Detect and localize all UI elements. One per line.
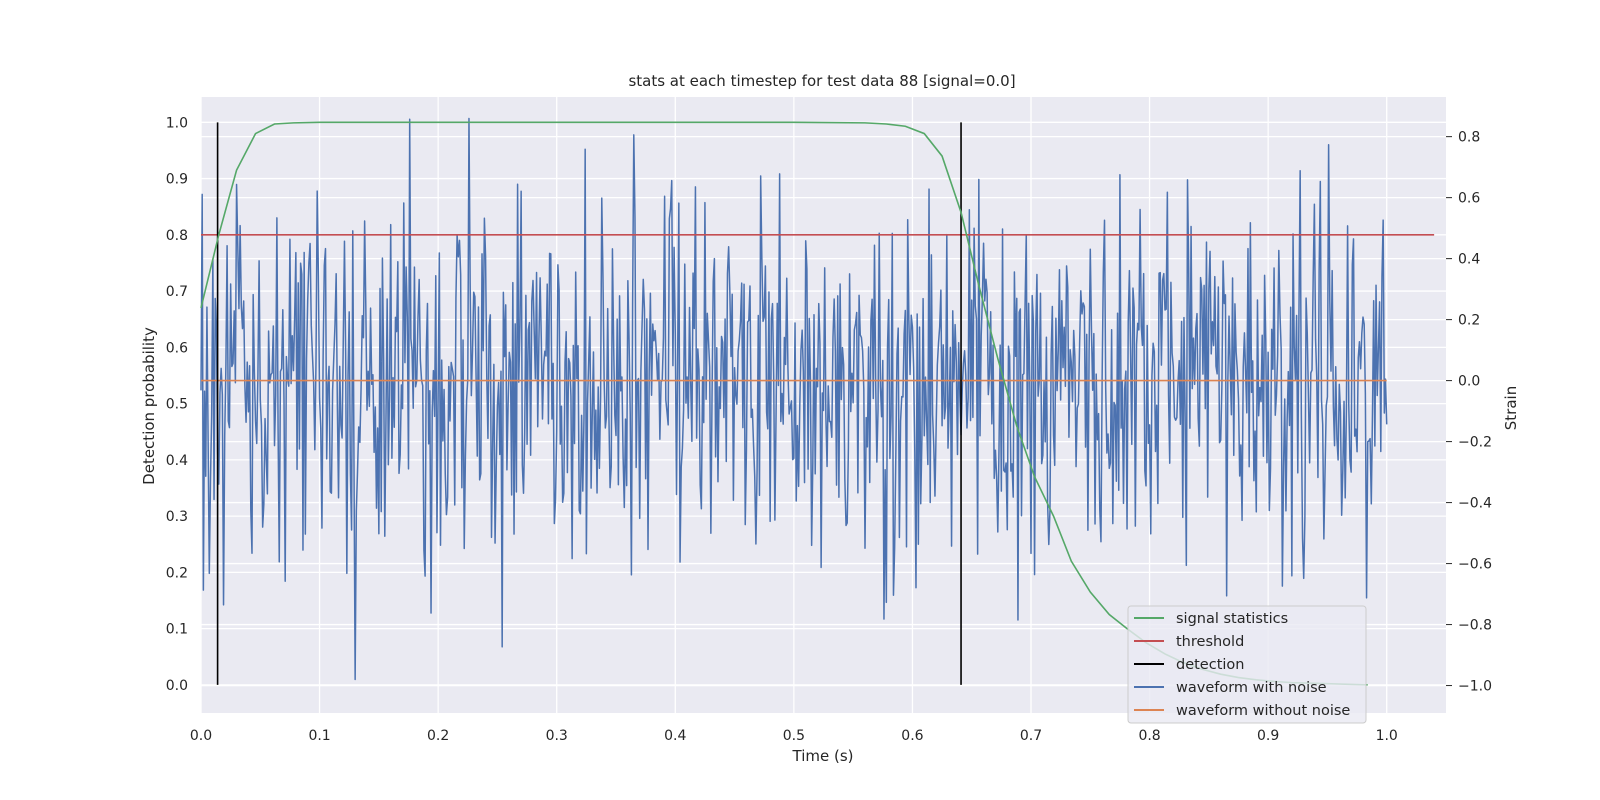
x-tick-label: 0.1: [308, 728, 330, 744]
x-tick-label: 0.6: [901, 728, 923, 744]
legend-label-waveform-without-noise: waveform without noise: [1176, 703, 1350, 719]
y2-tick-label: −0.4: [1458, 496, 1492, 512]
x-tick-label: 0.7: [1020, 728, 1042, 744]
x-tick-label: 0.4: [664, 728, 686, 744]
y2-tick-label: −1.0: [1458, 679, 1492, 695]
chart-title: stats at each timestep for test data 88 …: [628, 72, 1015, 90]
y-tick-label: 1.0: [166, 115, 188, 131]
legend-item-threshold: threshold: [1134, 634, 1244, 650]
y2-tick-label: 0.8: [1458, 130, 1480, 146]
y2-tick-label: 0.2: [1458, 313, 1480, 329]
x-tick-label: 0.9: [1257, 728, 1279, 744]
y-tick-label: 0.8: [166, 228, 188, 244]
y-tick-labels: 0.0 0.1 0.2 0.3 0.4 0.5 0.6 0.7 0.8 0.9 1.0: [166, 115, 188, 694]
y2-tick-label: −0.6: [1458, 557, 1492, 573]
y2-tick-label: 0.4: [1458, 252, 1480, 268]
x-tick-label: 0.2: [427, 728, 449, 744]
legend-label-signal-statistics: signal statistics: [1176, 611, 1288, 627]
y-tick-label: 0.7: [166, 284, 188, 300]
y2-tick-labels: −1.0 −0.8 −0.6 −0.4 −0.2 0.0 0.2 0.4 0.6 0.8: [1446, 130, 1492, 695]
y-tick-label: 0.1: [166, 622, 188, 638]
legend-item-waveform-without-noise: waveform without noise: [1134, 703, 1350, 719]
y2-tick-label: −0.2: [1458, 435, 1492, 451]
y-tick-label: 0.2: [166, 565, 188, 581]
y-axis-label: Detection probability: [140, 327, 158, 485]
y2-axis-label: Strain: [1502, 386, 1520, 430]
legend-label-detection: detection: [1176, 657, 1244, 673]
legend: signal statistics threshold detection wa…: [1127, 605, 1367, 724]
y-tick-label: 0.6: [166, 340, 188, 356]
y-tick-label: 0.9: [166, 172, 188, 188]
x-tick-label: 0.0: [190, 728, 212, 744]
x-tick-labels: 0.0 0.1 0.2 0.3 0.4 0.5 0.6 0.7 0.8 0.9 1.0: [190, 728, 1398, 744]
x-tick-label: 0.3: [546, 728, 568, 744]
series-layer: [200, 117, 1435, 686]
y2-tick-label: −0.8: [1458, 618, 1492, 634]
legend-label-threshold: threshold: [1176, 634, 1244, 650]
x-tick-label: 1.0: [1376, 728, 1398, 744]
x-tick-label: 0.8: [1138, 728, 1160, 744]
y-tick-label: 0.3: [166, 509, 188, 525]
legend-box: [1127, 605, 1367, 724]
y-tick-label: 0.4: [166, 453, 188, 469]
x-tick-label: 0.5: [783, 728, 805, 744]
y2-tick-label: 0.0: [1458, 374, 1480, 390]
x-axis-label: Time (s): [792, 747, 854, 765]
legend-item-waveform-with-noise: waveform with noise: [1134, 680, 1327, 696]
y-tick-label: 0.5: [166, 397, 188, 413]
legend-item-signal-statistics: signal statistics: [1134, 611, 1288, 627]
legend-item-detection: detection: [1134, 657, 1244, 673]
series-waveform-with-noise: [200, 117, 1388, 681]
y-tick-label: 0.0: [166, 678, 188, 694]
y2-tick-label: 0.6: [1458, 191, 1480, 207]
legend-label-waveform-with-noise: waveform with noise: [1176, 680, 1327, 696]
